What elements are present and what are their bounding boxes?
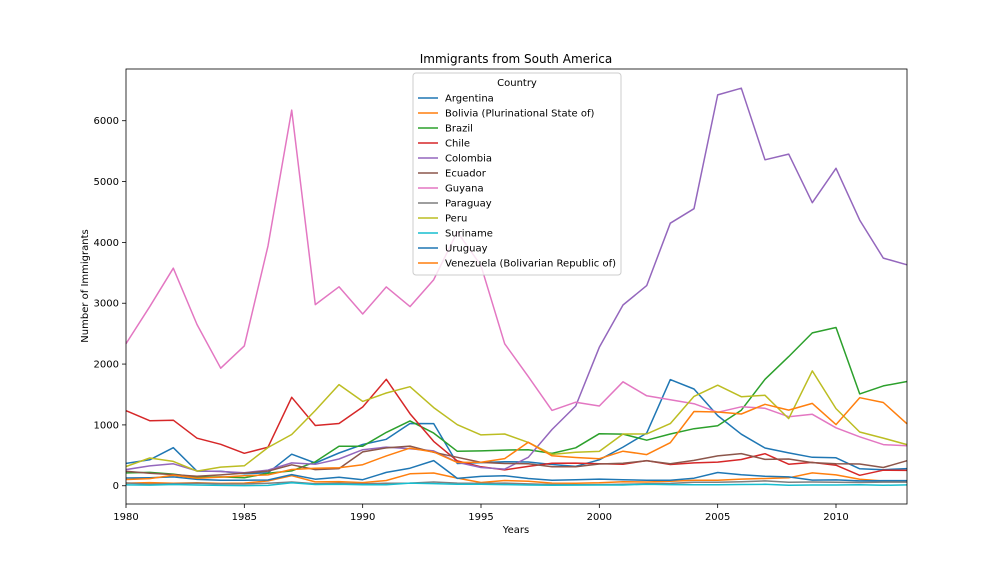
x-tick-label-5: 2005 [705, 512, 730, 523]
x-tick-label-1: 1985 [232, 512, 257, 523]
series-line-11 [125, 396, 908, 481]
legend-label-8: Peru [445, 214, 467, 225]
chart-series-group [125, 87, 908, 487]
x-tick-label-4: 2000 [587, 512, 612, 523]
series-line-1 [125, 472, 908, 485]
chart-title: Immigrants from South America [420, 52, 612, 66]
y-axis-label: Number of Immigrants [80, 229, 91, 342]
legend-label-11: Venezuela (Bolivarian Republic of) [445, 259, 616, 270]
y-tick-label-0: 0 [113, 481, 119, 492]
x-tick-label-0: 1980 [113, 512, 138, 523]
legend-label-0: Argentina [445, 94, 494, 105]
series-line-0 [125, 378, 908, 475]
legend-label-6: Guyana [445, 184, 484, 195]
y-tick-label-1: 1000 [94, 420, 119, 431]
series-line-9 [125, 481, 908, 487]
series-line-10 [125, 459, 907, 482]
y-tick-label-3: 3000 [94, 299, 119, 310]
y-tick-label-6: 6000 [94, 116, 119, 127]
x-tick-label-6: 2010 [823, 512, 848, 523]
legend-label-10: Uruguay [445, 244, 488, 255]
x-axis-label: Years [502, 525, 529, 536]
y-tick-label-5: 5000 [94, 177, 119, 188]
series-line-6 [125, 109, 908, 447]
axis-ticks-group: 1980 1985 1990 1995 2000 2005 2010 0 1000 2000 300… [94, 116, 849, 523]
legend-label-1: Bolivia (Plurinational State of) [445, 109, 594, 120]
legend-label-4: Colombia [445, 154, 492, 165]
legend-label-7: Paraguay [445, 199, 492, 210]
plot-area-frame [125, 68, 908, 505]
legend-label-2: Brazil [445, 124, 473, 135]
series-line-8 [125, 370, 908, 472]
legend-title: Country [497, 78, 537, 89]
legend-frame [412, 72, 622, 276]
y-tick-label-2: 2000 [94, 360, 119, 371]
series-line-3 [125, 378, 908, 477]
y-tick-label-4: 4000 [94, 238, 119, 249]
series-line-2 [125, 326, 908, 479]
legend-label-5: Ecuador [445, 169, 487, 180]
legend-label-9: Suriname [445, 229, 493, 240]
series-line-7 [125, 480, 907, 486]
series-line-5 [125, 445, 908, 478]
x-tick-label-2: 1990 [350, 512, 375, 523]
x-tick-label-3: 1995 [468, 512, 493, 523]
legend-label-3: Chile [445, 139, 470, 150]
